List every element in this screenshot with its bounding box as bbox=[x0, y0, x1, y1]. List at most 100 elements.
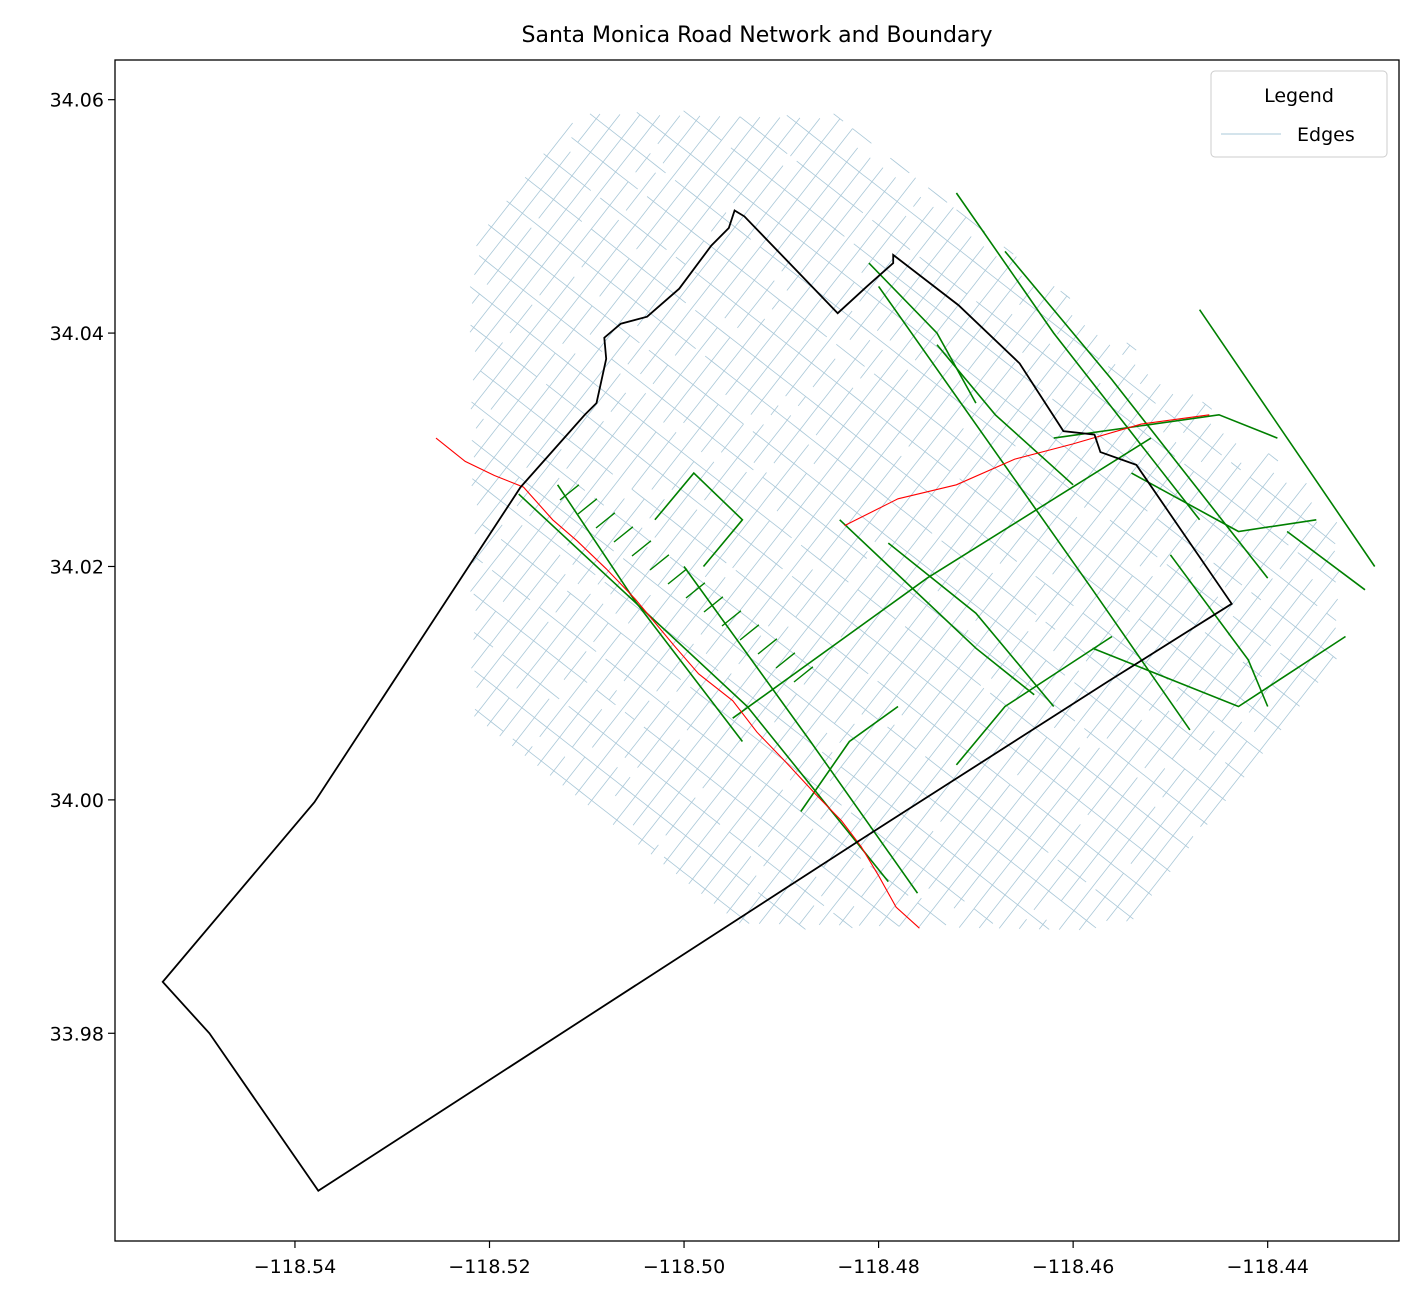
road-edge bbox=[472, 478, 1050, 930]
road-edge bbox=[953, 482, 1287, 909]
road-edge bbox=[1106, 627, 1336, 922]
road-edge bbox=[471, 114, 621, 304]
road-edge bbox=[638, 295, 1068, 845]
road-edge bbox=[487, 224, 1226, 802]
bike-route bbox=[1131, 472, 1317, 533]
road-edge bbox=[543, 153, 1282, 731]
road-edge bbox=[833, 113, 1279, 462]
bike-route bbox=[1053, 413, 1278, 439]
x-axis: −118.54 −118.52 −118.50 −118.48 −118.46 −118.… bbox=[254, 1241, 1309, 1278]
y-tick-label: 34.04 bbox=[50, 323, 104, 345]
road-edges-layer bbox=[469, 110, 1341, 931]
road-edge bbox=[758, 393, 1174, 924]
x-tick-label: −118.48 bbox=[837, 1256, 919, 1278]
road-edge bbox=[506, 200, 1245, 778]
road-edge bbox=[481, 524, 994, 924]
bike-route bbox=[556, 484, 744, 742]
road-edge bbox=[632, 285, 1055, 826]
road-edge bbox=[473, 116, 741, 458]
road-edge bbox=[663, 324, 1086, 865]
road-edge bbox=[470, 324, 1171, 873]
bike-route bbox=[800, 705, 899, 812]
plot-frame bbox=[114, 59, 1400, 1242]
bike-route bbox=[654, 471, 744, 568]
road-edge bbox=[473, 147, 859, 640]
road-edge bbox=[472, 118, 821, 564]
bike-route bbox=[559, 484, 814, 683]
road-edge bbox=[636, 111, 1337, 660]
road-edge bbox=[675, 334, 1098, 875]
bike-route bbox=[1004, 250, 1269, 579]
road-edge bbox=[537, 216, 967, 766]
road-edge bbox=[650, 315, 1073, 855]
legend-box bbox=[1210, 70, 1388, 158]
road-edge bbox=[473, 593, 900, 927]
road-edge bbox=[499, 196, 922, 737]
road-edge bbox=[726, 374, 1149, 914]
coastal-path-layer bbox=[435, 414, 1210, 929]
road-edge bbox=[475, 128, 853, 612]
red-route bbox=[844, 414, 1210, 527]
road-edge bbox=[1126, 656, 1334, 922]
bike-route bbox=[839, 519, 1035, 696]
road-edge bbox=[472, 555, 947, 926]
bike-route bbox=[1286, 530, 1366, 591]
y-tick-label: 34.06 bbox=[50, 90, 104, 112]
bike-route bbox=[732, 437, 1152, 719]
road-edge bbox=[713, 364, 1136, 904]
road-edge bbox=[1018, 521, 1338, 930]
boundary-layer bbox=[161, 209, 1233, 1193]
road-edge bbox=[474, 177, 896, 717]
road-edge bbox=[778, 394, 1194, 925]
legend-edges-label: Edges bbox=[1297, 124, 1355, 146]
road-edge bbox=[469, 286, 1190, 849]
red-route bbox=[435, 437, 920, 929]
x-tick-label: −118.46 bbox=[1032, 1256, 1114, 1278]
road-edge bbox=[469, 114, 641, 333]
legend-title: Legend bbox=[1264, 85, 1334, 107]
road-edge bbox=[1038, 550, 1336, 930]
road-edge bbox=[1078, 598, 1339, 931]
road-edge bbox=[474, 708, 750, 924]
bike-route bbox=[955, 635, 1113, 766]
road-edge bbox=[474, 113, 601, 275]
road-edge bbox=[589, 113, 1319, 683]
road-edge bbox=[998, 521, 1318, 929]
y-tick-label: 34.00 bbox=[50, 790, 104, 812]
bike-route bbox=[955, 192, 1201, 521]
road-edge bbox=[478, 255, 1208, 825]
bike-route bbox=[518, 493, 889, 883]
x-tick-label: −118.54 bbox=[254, 1256, 336, 1278]
bike-route bbox=[877, 285, 1191, 731]
bike-route bbox=[887, 542, 1055, 708]
y-tick-label: 33.98 bbox=[50, 1023, 104, 1045]
road-edge bbox=[562, 246, 985, 786]
chart-title: Santa Monica Road Network and Boundary bbox=[522, 23, 993, 48]
road-edge bbox=[524, 207, 954, 757]
road-edge bbox=[786, 114, 1336, 545]
road-edge bbox=[549, 236, 972, 776]
bike-route bbox=[1092, 635, 1346, 708]
x-tick-label: −118.50 bbox=[643, 1256, 725, 1278]
bike-route bbox=[1198, 309, 1376, 567]
road-edge bbox=[701, 345, 1131, 894]
road-edge bbox=[474, 114, 661, 352]
road-edge bbox=[587, 256, 1017, 806]
road-edge bbox=[688, 344, 1111, 885]
legend: Legend Edges bbox=[1210, 70, 1388, 158]
road-edge bbox=[511, 206, 934, 747]
y-tick-label: 34.02 bbox=[50, 556, 104, 578]
road-edge bbox=[524, 176, 1263, 754]
road-edge bbox=[474, 117, 801, 535]
bike-route bbox=[868, 262, 977, 404]
x-tick-label: −118.52 bbox=[448, 1256, 530, 1278]
road-edge bbox=[472, 115, 681, 381]
plot-area bbox=[161, 110, 1376, 1193]
x-tick-label: −118.44 bbox=[1226, 1256, 1308, 1278]
road-edge bbox=[571, 137, 1300, 707]
bike-route bbox=[683, 566, 919, 894]
road-edge bbox=[978, 502, 1312, 929]
road-edge bbox=[471, 401, 1134, 920]
road-edge bbox=[471, 157, 871, 669]
road-edge bbox=[473, 632, 853, 929]
